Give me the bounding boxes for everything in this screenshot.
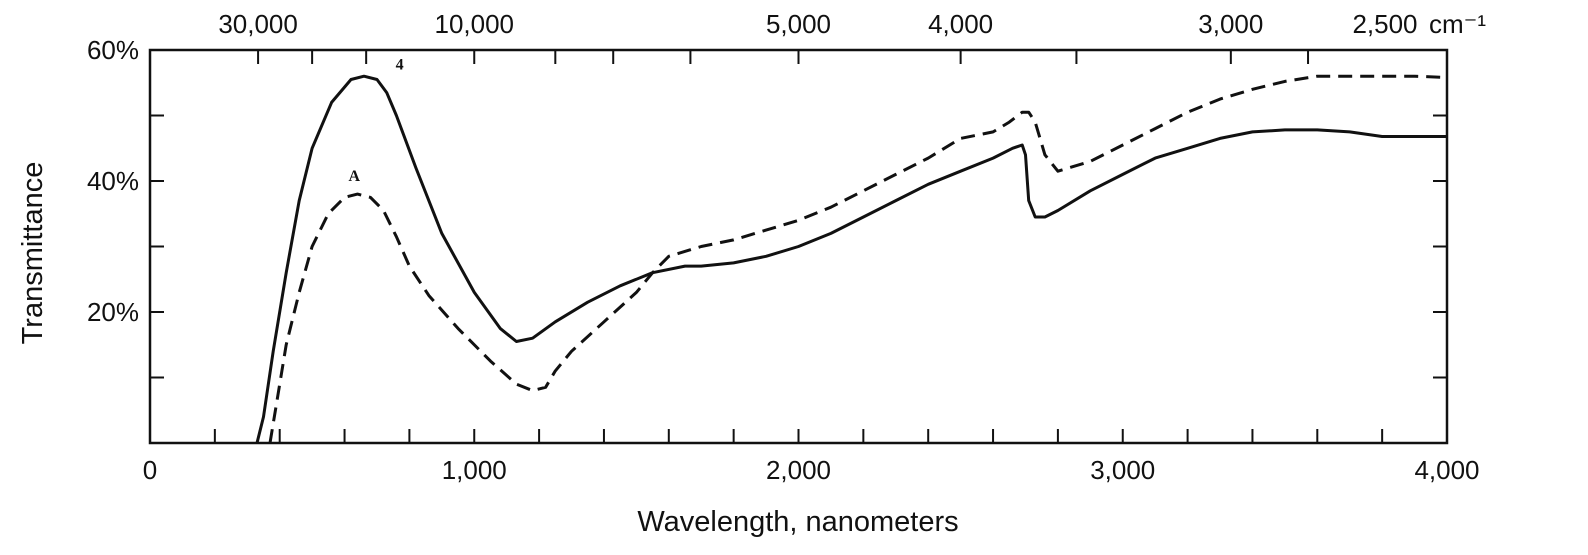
x-tick-label: 4,000 bbox=[1414, 455, 1479, 485]
x-tick-label: 3,000 bbox=[1090, 455, 1155, 485]
tick-labels: 4 A 0 1,000 2,000 3,000 4,000 20% 40% 60% 30,000 10… bbox=[87, 9, 1486, 485]
top-tick-label: 5,000 bbox=[766, 9, 831, 39]
x-axis-title: Wavelength, nanometers bbox=[637, 506, 958, 538]
x-tick-label: 2,000 bbox=[766, 455, 831, 485]
y-axis-title: Transmittance bbox=[17, 162, 49, 345]
series-curves bbox=[255, 74, 1448, 444]
x-tick-label: 0 bbox=[143, 455, 157, 485]
top-axis-unit: cm⁻¹ bbox=[1429, 9, 1486, 39]
tick-marks bbox=[150, 50, 1448, 443]
x-tick-label: 1,000 bbox=[442, 455, 507, 485]
y-tick-label: 20% bbox=[87, 297, 139, 327]
series-4-annotation: 4 bbox=[396, 57, 404, 74]
top-tick-label: 3,000 bbox=[1198, 9, 1263, 39]
top-tick-label: 10,000 bbox=[434, 9, 514, 39]
y-tick-label: 60% bbox=[87, 35, 139, 65]
series-A-annotation: A bbox=[348, 168, 360, 185]
top-tick-label: 2,500 bbox=[1352, 9, 1417, 39]
top-tick-label: 30,000 bbox=[218, 9, 298, 39]
y-tick-label: 40% bbox=[87, 166, 139, 196]
series-4-line bbox=[255, 74, 1447, 444]
top-tick-label: 4,000 bbox=[928, 9, 993, 39]
series-A-line bbox=[268, 74, 1448, 444]
